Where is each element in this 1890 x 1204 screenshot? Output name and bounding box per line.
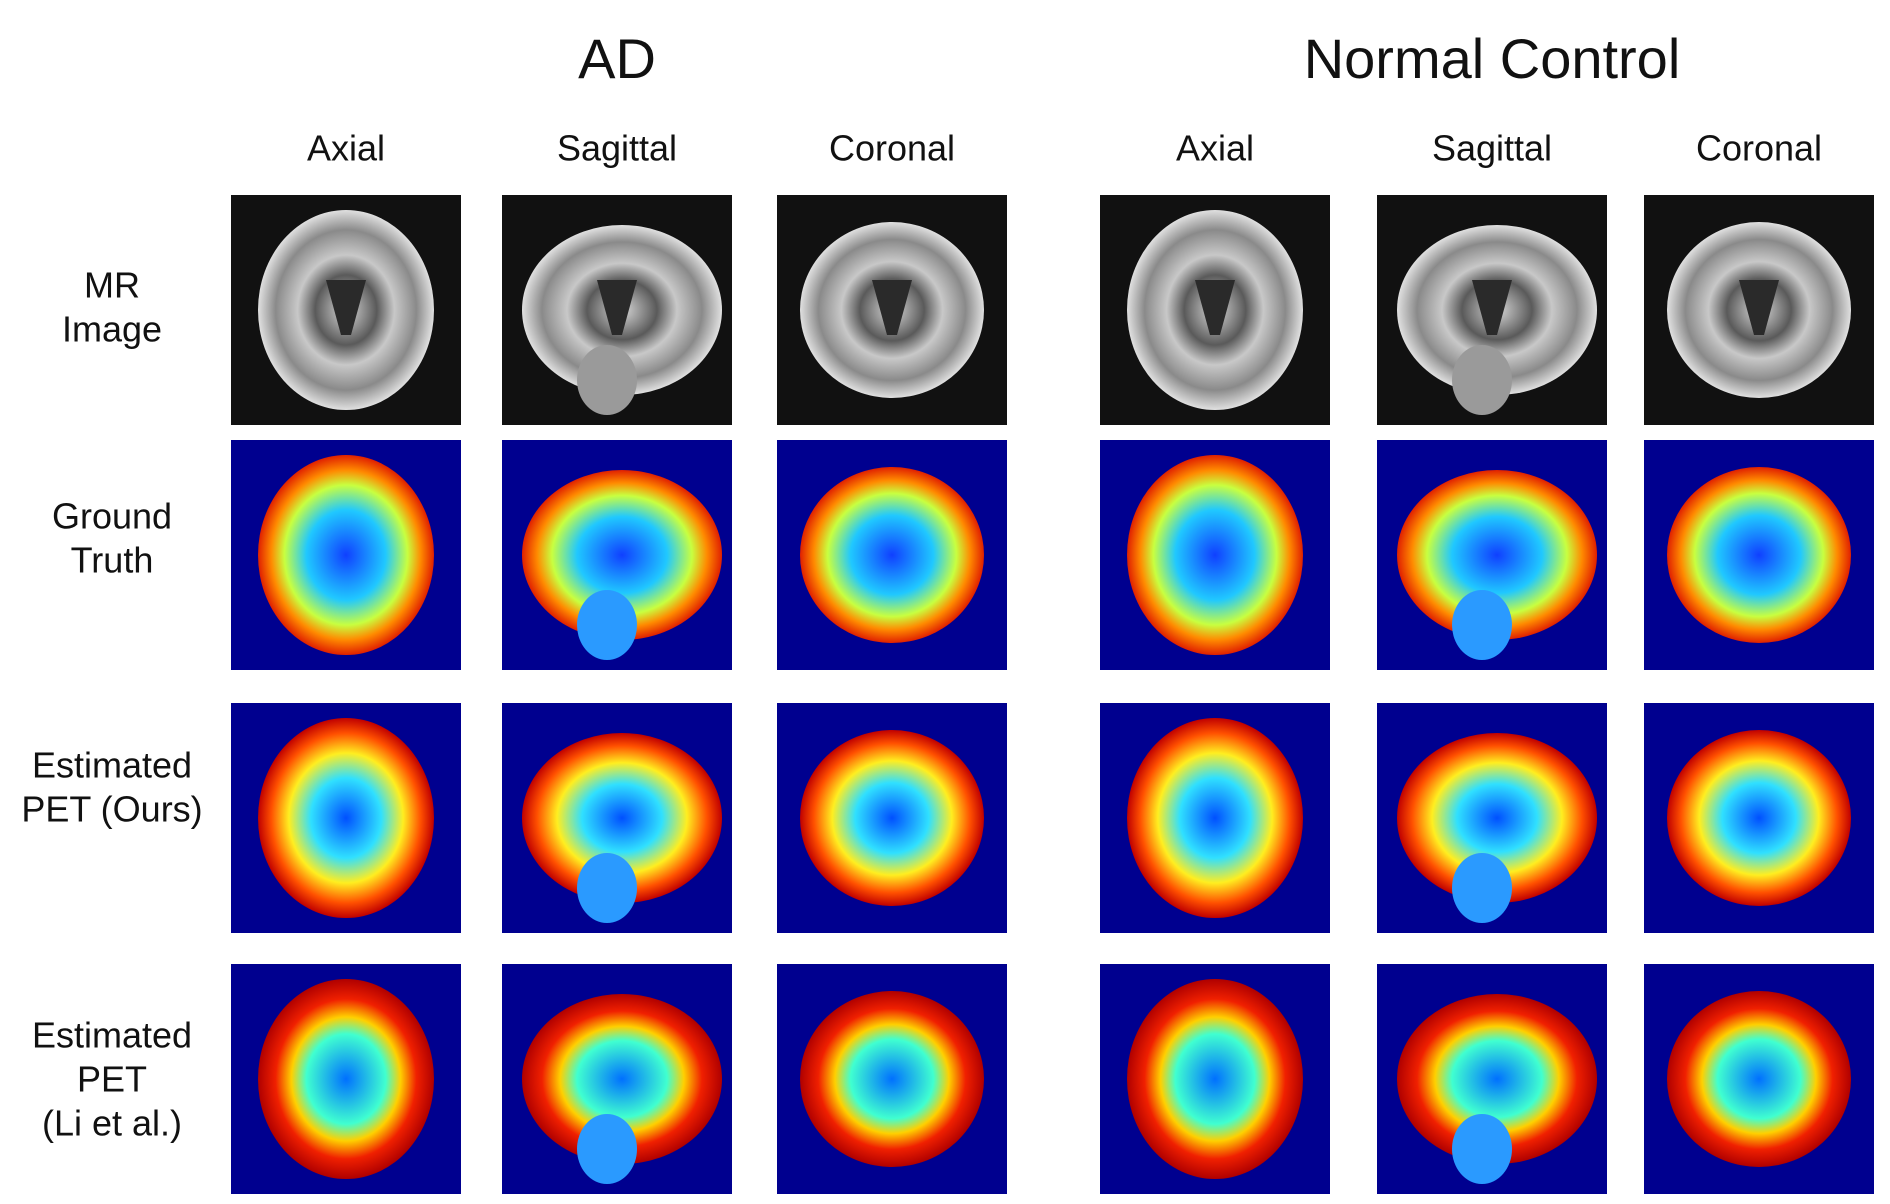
brain [1397, 733, 1597, 903]
row-label: PET [77, 1059, 147, 1100]
brain [1667, 467, 1851, 643]
brain-image [1377, 703, 1607, 933]
row-label: (Li et al.) [42, 1103, 182, 1144]
brain-stem [1452, 590, 1512, 660]
brain-image [502, 964, 732, 1194]
ventricles [1739, 280, 1779, 335]
brain [1667, 730, 1851, 906]
brain [1127, 718, 1303, 918]
row-label: Truth [71, 540, 154, 581]
brain [522, 733, 722, 903]
brain-image [1100, 440, 1330, 670]
brain-image [502, 195, 732, 425]
brain-image [231, 440, 461, 670]
brain-stem [577, 1114, 637, 1184]
group-title: Normal Control [1304, 27, 1681, 90]
view-label: Sagittal [557, 128, 677, 169]
brain-image [1377, 964, 1607, 1194]
brain-image [231, 195, 461, 425]
view-label: Axial [307, 128, 385, 169]
brain-image [231, 703, 461, 933]
brain-image [777, 440, 1007, 670]
brain-stem [577, 853, 637, 923]
brain [258, 455, 434, 655]
ventricles [326, 280, 366, 335]
brain-image [777, 964, 1007, 1194]
row-label: Ground [52, 496, 172, 537]
view-label: Coronal [829, 128, 955, 169]
brain [800, 467, 984, 643]
brain-stem [1452, 345, 1512, 415]
ventricles [1195, 280, 1235, 335]
brain [800, 730, 984, 906]
view-label: Coronal [1696, 128, 1822, 169]
brain [258, 979, 434, 1179]
brain-stem [577, 590, 637, 660]
brain-stem [577, 345, 637, 415]
view-label: Sagittal [1432, 128, 1552, 169]
brain [1667, 991, 1851, 1167]
brain [800, 991, 984, 1167]
brain-image [502, 703, 732, 933]
brain [1397, 994, 1597, 1164]
brain [1127, 455, 1303, 655]
ventricles [872, 280, 912, 335]
brain [1397, 470, 1597, 640]
brain [522, 470, 722, 640]
brain-image [777, 703, 1007, 933]
brain [522, 994, 722, 1164]
ventricles [1472, 280, 1512, 335]
ventricles [597, 280, 637, 335]
row-label: Estimated [32, 1015, 192, 1056]
brain-image [231, 964, 461, 1194]
brain-image [1644, 703, 1874, 933]
brain [1127, 979, 1303, 1179]
brain-image [502, 440, 732, 670]
brain-image [777, 195, 1007, 425]
view-label: Axial [1176, 128, 1254, 169]
brain-image [1100, 703, 1330, 933]
row-label: PET (Ours) [21, 789, 202, 830]
brain-image [1644, 195, 1874, 425]
group-title: AD [578, 27, 656, 90]
brain-stem [1452, 1114, 1512, 1184]
brain-image [1644, 964, 1874, 1194]
row-label: Image [62, 309, 162, 350]
brain-image [1377, 440, 1607, 670]
row-label: MR [84, 265, 140, 306]
brain-image [1100, 964, 1330, 1194]
brain-image [1644, 440, 1874, 670]
brain-image [1377, 195, 1607, 425]
brain [258, 718, 434, 918]
brain-image [1100, 195, 1330, 425]
brain-stem [1452, 853, 1512, 923]
row-label: Estimated [32, 745, 192, 786]
